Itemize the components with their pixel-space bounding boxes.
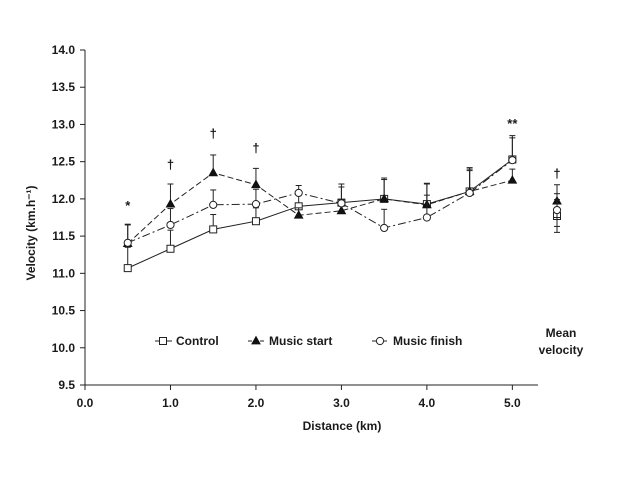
significance-marker: † — [252, 141, 259, 156]
data-point — [422, 213, 431, 222]
mean-velocity-label-line1: Mean — [546, 326, 577, 340]
y-tick-label: 9.5 — [58, 378, 75, 392]
mean-point — [552, 205, 562, 215]
data-point — [166, 220, 175, 230]
x-tick-label: 4.0 — [419, 396, 436, 410]
mean-velocity-label-line2: velocity — [539, 343, 584, 357]
significance-marker: * — [125, 198, 131, 213]
data-point — [380, 223, 389, 233]
series-control — [123, 135, 517, 273]
mean-annotation: † — [553, 166, 560, 181]
y-tick-label: 12.5 — [52, 155, 76, 169]
y-axis-label: Velocity (km.h⁻¹) — [24, 185, 38, 280]
data-point — [123, 264, 132, 273]
y-tick-label: 11.0 — [52, 266, 75, 280]
data-point — [508, 156, 517, 165]
legend-marker — [251, 335, 261, 345]
series-layer — [122, 135, 518, 273]
legend-marker — [159, 337, 167, 345]
y-tick-label: 14.0 — [52, 43, 76, 57]
data-point — [379, 193, 390, 203]
series-music-start — [122, 154, 518, 247]
data-point — [294, 188, 303, 198]
axes: 9.5 10.0 10.5 11.0 11.5 12.0 12.5 13.0 13.5 14.0 0… — [52, 43, 538, 410]
x-tick-label: 1.0 — [162, 396, 179, 410]
data-point — [209, 225, 218, 234]
y-tick-label: 10.5 — [52, 304, 76, 318]
y-tick-label: 12.0 — [52, 192, 76, 206]
y-tick-label: 13.5 — [52, 80, 76, 94]
data-point — [336, 205, 347, 215]
data-point — [251, 179, 261, 189]
data-point — [208, 167, 219, 177]
mean-velocity-group: † — [552, 166, 562, 233]
significance-marker: ** — [507, 116, 518, 131]
x-tick-label: 5.0 — [504, 396, 521, 410]
data-point — [123, 238, 132, 247]
data-point — [251, 200, 261, 209]
data-point — [465, 188, 474, 198]
legend-label: Music start — [269, 334, 332, 348]
series-music-finish — [123, 137, 517, 247]
data-point — [165, 198, 176, 208]
series-line — [127, 172, 513, 244]
series-line — [127, 159, 513, 269]
x-tick-label: 3.0 — [333, 396, 350, 410]
legend: Control Music start Music finish — [155, 334, 462, 348]
x-axis-label: Distance (km) — [303, 419, 382, 433]
series-line — [127, 159, 513, 244]
legend-label: Music finish — [393, 334, 462, 348]
annotation-layer: * † † † ** — [125, 116, 518, 213]
data-point — [166, 244, 175, 253]
data-point — [507, 174, 518, 184]
y-tick-label: 13.0 — [52, 117, 76, 131]
data-point — [337, 199, 346, 208]
y-tick-label: 10.0 — [52, 341, 76, 355]
data-point — [209, 200, 218, 209]
significance-marker: † — [167, 157, 174, 172]
legend-marker — [375, 336, 385, 346]
significance-marker: † — [210, 126, 217, 141]
x-tick-label: 0.0 — [77, 396, 94, 410]
legend-label: Control — [176, 334, 219, 348]
y-tick-label: 11.5 — [52, 229, 75, 243]
x-tick-label: 2.0 — [248, 396, 265, 410]
data-point — [293, 209, 304, 219]
data-point — [251, 217, 260, 226]
